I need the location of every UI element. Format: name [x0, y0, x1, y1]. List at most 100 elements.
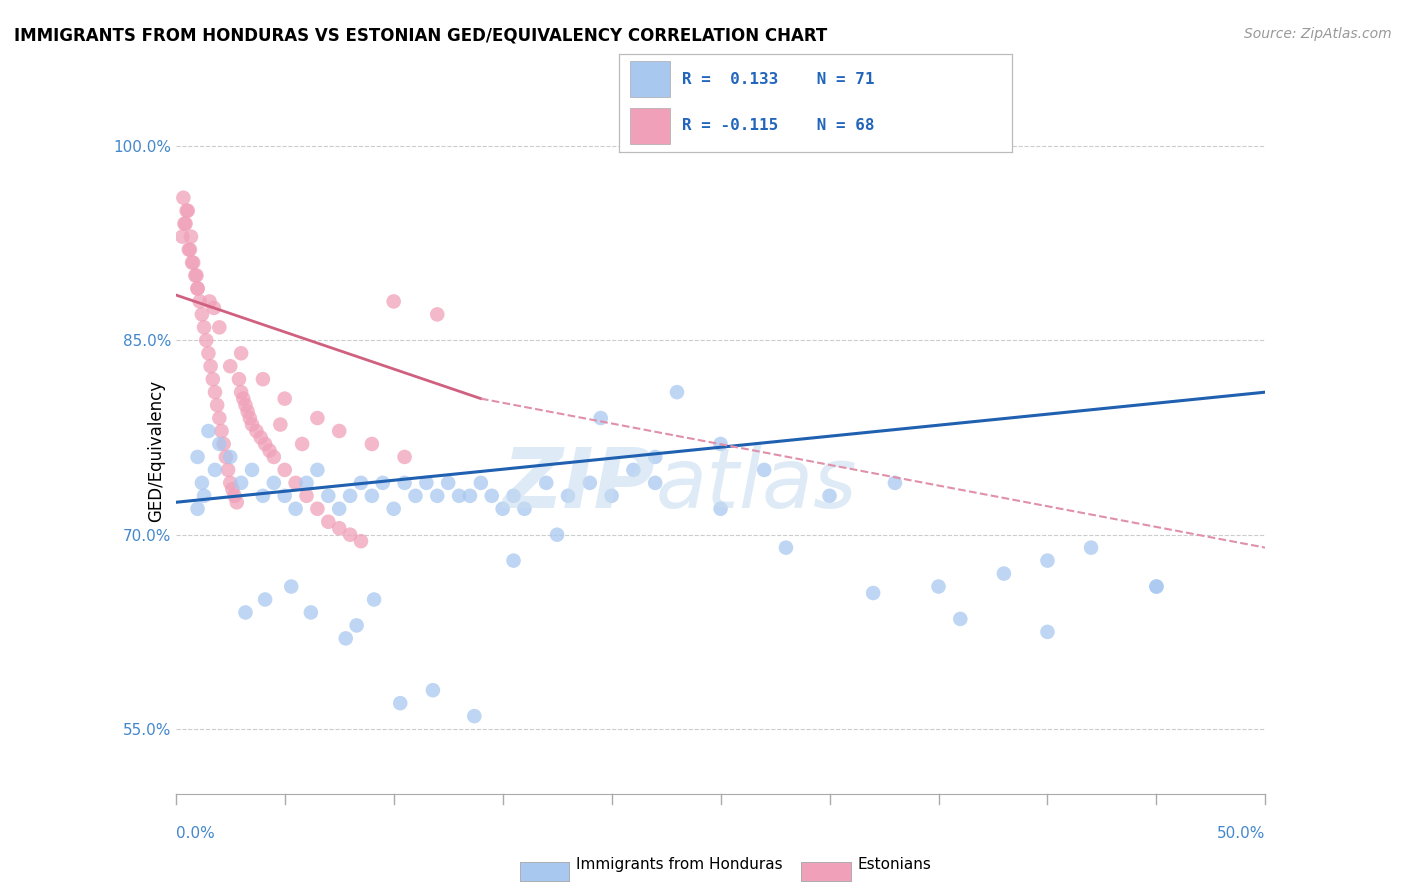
Point — [754, 463, 776, 477]
Point — [295, 489, 318, 503]
Point — [208, 411, 231, 425]
Point — [284, 475, 307, 490]
Point — [579, 475, 602, 490]
Point — [557, 489, 579, 503]
Point — [513, 501, 536, 516]
Point — [245, 424, 267, 438]
Point — [458, 489, 481, 503]
Point — [394, 475, 416, 490]
Point — [202, 301, 225, 315]
Point — [236, 404, 259, 418]
Point — [818, 489, 841, 503]
Point — [328, 424, 350, 438]
Point — [269, 417, 291, 432]
Point — [263, 475, 285, 490]
Point — [177, 243, 200, 257]
Point — [212, 437, 235, 451]
Point — [295, 475, 318, 490]
Point — [208, 320, 231, 334]
Point — [235, 398, 257, 412]
Point — [884, 475, 907, 490]
Point — [426, 307, 449, 321]
Point — [307, 501, 329, 516]
Point — [263, 450, 285, 464]
Point — [186, 501, 209, 516]
Point — [415, 475, 437, 490]
Point — [328, 501, 350, 516]
Point — [1146, 580, 1168, 594]
Point — [284, 501, 307, 516]
Point — [644, 450, 666, 464]
Point — [371, 475, 394, 490]
Point — [307, 411, 329, 425]
Bar — [630, 62, 669, 96]
Point — [862, 586, 884, 600]
Point — [339, 489, 361, 503]
Point — [422, 683, 444, 698]
Point — [361, 437, 384, 451]
Point — [350, 475, 373, 490]
Point — [205, 398, 228, 412]
Point — [928, 580, 950, 594]
Point — [225, 495, 247, 509]
Point — [470, 475, 492, 490]
Point — [307, 463, 329, 477]
Point — [186, 281, 209, 295]
Point — [1146, 580, 1168, 594]
Point — [193, 320, 215, 334]
Point — [240, 463, 263, 477]
Point — [318, 515, 340, 529]
Point — [949, 612, 972, 626]
Point — [382, 501, 405, 516]
Point — [239, 411, 262, 425]
Text: IMMIGRANTS FROM HONDURAS VS ESTONIAN GED/EQUIVALENCY CORRELATION CHART: IMMIGRANTS FROM HONDURAS VS ESTONIAN GED… — [14, 27, 827, 45]
Point — [172, 191, 194, 205]
Point — [186, 268, 208, 283]
Point — [221, 483, 243, 497]
Point — [710, 501, 733, 516]
Point — [179, 243, 201, 257]
Point — [254, 592, 277, 607]
Point — [228, 372, 250, 386]
Point — [389, 696, 412, 710]
Point — [200, 359, 222, 374]
Point — [252, 372, 274, 386]
Point — [666, 385, 689, 400]
Point — [215, 450, 238, 464]
Point — [291, 437, 314, 451]
Point — [492, 501, 515, 516]
Point — [775, 541, 797, 555]
Point — [546, 527, 568, 541]
Point — [191, 475, 214, 490]
Point — [174, 217, 197, 231]
Point — [1080, 541, 1102, 555]
Point — [644, 475, 666, 490]
Point — [280, 580, 302, 594]
Point — [172, 229, 194, 244]
Point — [350, 534, 373, 549]
Text: atlas: atlas — [655, 444, 856, 525]
Point — [191, 307, 214, 321]
Point — [181, 255, 204, 269]
Point — [394, 450, 416, 464]
Point — [339, 527, 361, 541]
Text: 0.0%: 0.0% — [176, 826, 215, 841]
Point — [437, 475, 460, 490]
Point — [204, 385, 226, 400]
Point — [219, 475, 242, 490]
Point — [186, 281, 209, 295]
Point — [600, 489, 623, 503]
Point — [219, 359, 242, 374]
Point — [198, 294, 221, 309]
Point — [710, 437, 733, 451]
Text: Estonians: Estonians — [858, 857, 932, 872]
Point — [481, 489, 503, 503]
Point — [259, 443, 281, 458]
Point — [235, 606, 257, 620]
Point — [180, 229, 202, 244]
Point — [188, 294, 211, 309]
Text: Immigrants from Honduras: Immigrants from Honduras — [576, 857, 783, 872]
Point — [240, 417, 263, 432]
Point — [274, 463, 297, 477]
Point — [335, 632, 357, 646]
